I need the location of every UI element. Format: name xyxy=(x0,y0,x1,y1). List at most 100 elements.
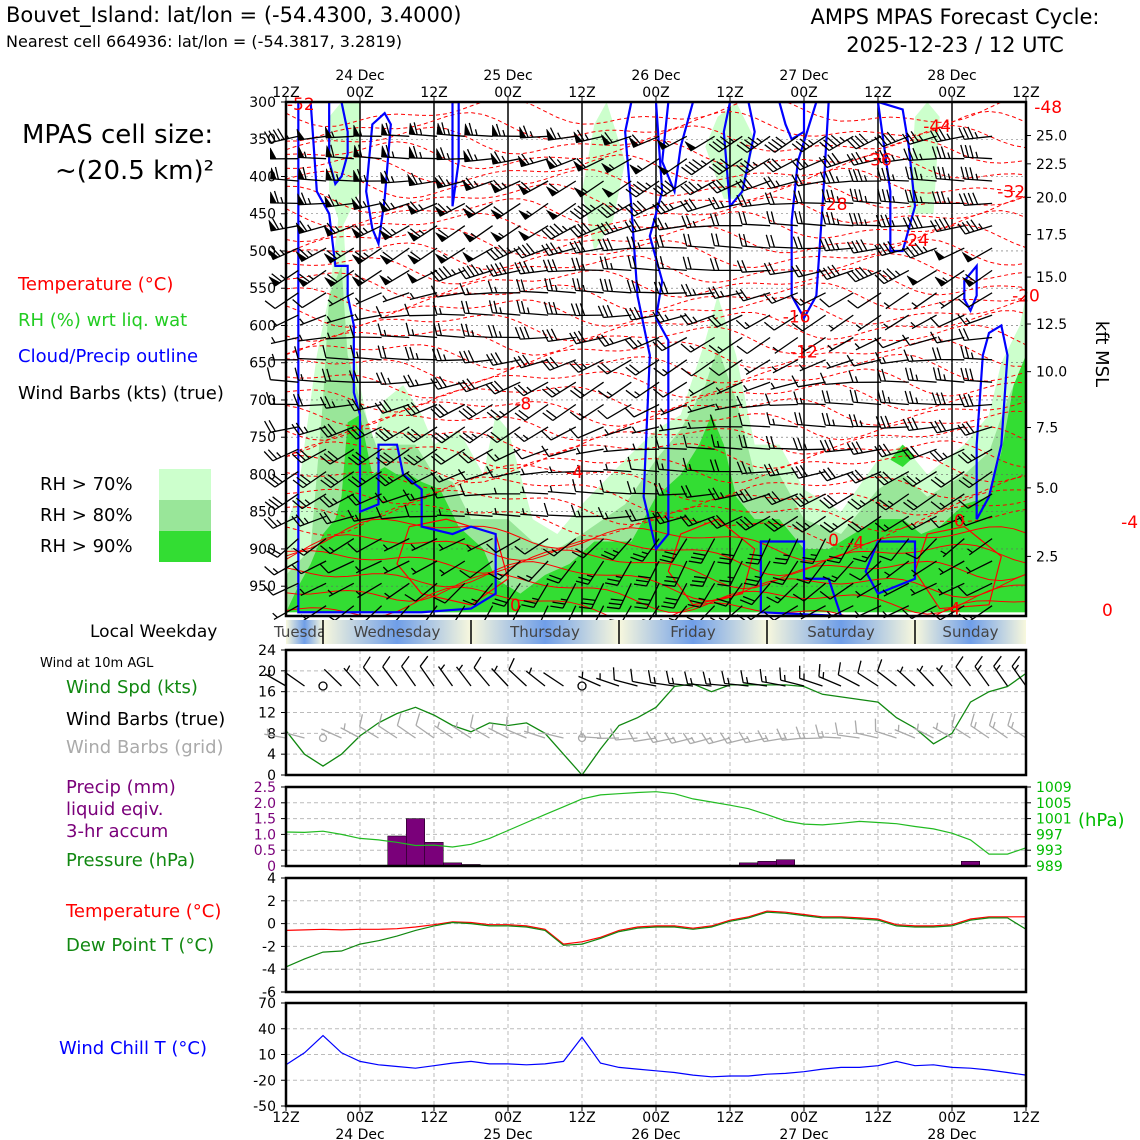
profile-wind-barb xyxy=(763,176,798,189)
profile-wind-barb xyxy=(433,322,465,339)
y-tick-label: 10 xyxy=(258,1048,276,1064)
profile-wind-barb xyxy=(492,582,521,607)
profile-wind-barb xyxy=(606,583,632,610)
profile-wind-barb-flag xyxy=(407,231,420,242)
weekday-name: Saturday xyxy=(807,623,875,641)
temperature-contour-line xyxy=(286,139,1026,170)
profile-wind-barb-flag xyxy=(379,275,391,286)
profile-wind-barb-flag xyxy=(408,146,416,159)
profile-wind-barb xyxy=(571,538,605,559)
profile-wind-barb xyxy=(792,236,826,250)
y-tick-label: -50 xyxy=(253,1099,276,1115)
profile-wind-barb xyxy=(930,331,965,344)
time-tick-label: 12Z xyxy=(568,85,595,101)
weekday-band xyxy=(767,620,915,644)
profile-wind-barb-flag xyxy=(351,227,363,239)
profile-wind-barb xyxy=(626,279,660,294)
profile-wind-barb xyxy=(929,419,965,434)
cloud-outline xyxy=(975,323,1009,520)
weekday-name: Wednesday xyxy=(354,623,441,641)
wind-barb-true xyxy=(455,664,472,687)
profile-wind-barb-flag xyxy=(295,251,308,262)
wind-barb-grid xyxy=(523,726,546,739)
pressure-tick-label: 850 xyxy=(249,505,276,521)
profile-wind-barb xyxy=(682,256,715,272)
profile-wind-barb xyxy=(599,278,632,294)
profile-wind-barb-flag xyxy=(546,129,555,141)
profile-wind-barb xyxy=(486,465,521,478)
profile-wind-barb xyxy=(848,370,882,384)
profile-wind-barb xyxy=(708,359,743,376)
profile-wind-barb xyxy=(410,560,438,575)
profile-wind-barb xyxy=(291,448,327,464)
profile-wind-barb xyxy=(492,507,521,517)
y-tick-label: 16 xyxy=(258,685,276,701)
profile-wind-barb xyxy=(680,180,715,196)
kft-axis-label: kft MSL xyxy=(1091,321,1112,387)
pressure-tick-label: 800 xyxy=(249,467,276,483)
profile-wind-barb xyxy=(375,426,410,442)
profile-wind-barb xyxy=(877,389,909,406)
profile-wind-barb xyxy=(291,560,327,575)
y-tick-label: 0 xyxy=(267,768,276,784)
profile-wind-barb xyxy=(929,217,965,233)
y-tick-label: 989 xyxy=(1036,859,1063,875)
temperature-label: -12 xyxy=(790,343,818,363)
legend-rh70-swatch xyxy=(159,469,211,500)
temperature-label: 0 xyxy=(828,531,839,551)
profile-wind-barb xyxy=(681,359,715,377)
profile-wind-barb xyxy=(736,259,771,273)
profile-wind-barb xyxy=(550,583,577,609)
profile-wind-barb xyxy=(938,560,965,576)
temperature-panel-label: Temperature (°C) xyxy=(66,901,222,922)
profile-wind-barb xyxy=(792,437,826,451)
profile-wind-barb xyxy=(821,211,854,227)
profile-wind-barb-flag xyxy=(657,165,670,176)
profile-wind-barb xyxy=(514,403,549,422)
profile-wind-barb xyxy=(714,403,743,411)
wind-barb-true xyxy=(343,665,361,687)
profile-wind-barb xyxy=(430,448,466,465)
kft-tick-label: 25.0 xyxy=(1036,129,1067,145)
profile-wind-barb xyxy=(736,461,771,475)
profile-wind-barb xyxy=(294,346,327,361)
nearest-cell-title: Nearest cell 664936: lat/lon = (-54.3817… xyxy=(6,32,402,51)
wind-barbs-true-label: Wind Barbs (true) xyxy=(66,709,226,730)
temperature-label: -32 xyxy=(997,182,1025,202)
date-label: 24 Dec xyxy=(335,1127,384,1140)
time-tick-label: 00Z xyxy=(790,1110,817,1126)
profile-wind-barb xyxy=(439,560,466,577)
profile-wind-barb-flag xyxy=(270,167,277,180)
profile-wind-barb xyxy=(826,359,854,370)
legend-rh80-label: RH > 80% xyxy=(40,505,133,526)
profile-wind-barb xyxy=(374,492,410,504)
profile-wind-barb xyxy=(766,412,798,428)
profile-wind-barb xyxy=(403,374,438,388)
profile-wind-barb xyxy=(902,215,937,230)
profile-wind-barb xyxy=(485,380,521,395)
profile-wind-barb xyxy=(652,511,687,525)
profile-wind-barb xyxy=(875,214,909,228)
wind-barb-true xyxy=(362,656,380,687)
profile-wind-barb xyxy=(603,445,632,453)
profile-wind-barb xyxy=(846,441,882,455)
profile-wind-barb xyxy=(575,447,604,455)
profile-wind-barb xyxy=(325,332,354,340)
profile-wind-barb xyxy=(625,381,660,399)
profile-wind-barb-flag xyxy=(490,231,503,242)
profile-wind-barb xyxy=(516,300,549,316)
time-tick-label: 12Z xyxy=(864,1110,891,1126)
profile-wind-barb xyxy=(846,469,882,484)
profile-wind-barb xyxy=(773,538,799,565)
profile-wind-barb xyxy=(604,426,632,437)
profile-wind-barb xyxy=(464,508,493,517)
profile-wind-barb xyxy=(940,538,965,558)
pressure-tick-label: 750 xyxy=(249,430,276,446)
y-tick-label: 997 xyxy=(1036,827,1063,843)
profile-wind-barb xyxy=(763,463,798,477)
profile-wind-barb-flag xyxy=(406,273,419,284)
profile-wind-barb xyxy=(791,292,826,306)
profile-wind-barb xyxy=(827,336,854,353)
profile-wind-barb xyxy=(709,258,743,272)
profile-wind-barb xyxy=(765,234,798,249)
